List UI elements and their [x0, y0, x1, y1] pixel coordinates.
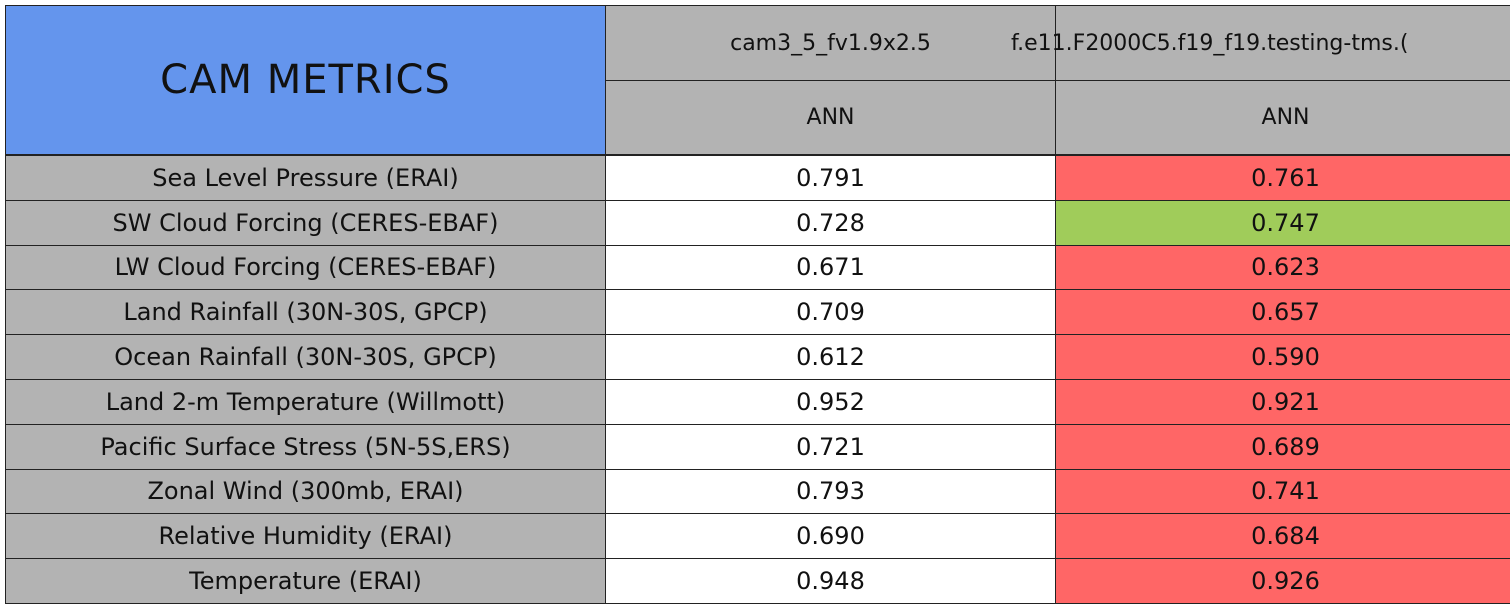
- metric-value: 0.657: [1055, 289, 1510, 336]
- row-label: Sea Level Pressure (ERAI): [5, 155, 606, 201]
- cell-text: LW Cloud Forcing (CERES-EBAF): [114, 253, 497, 282]
- row-label: Land 2-m Temperature (Willmott): [5, 379, 606, 425]
- cell-text: Relative Humidity (ERAI): [158, 522, 453, 551]
- metric-value: 0.709: [605, 289, 1056, 336]
- cell-text: f.e11.F2000C5.f19_f19.testing-tms.(: [1011, 30, 1409, 56]
- cell-text: 0.948: [796, 567, 865, 596]
- cell-text: 0.741: [1251, 477, 1320, 506]
- metric-value: 0.926: [1055, 558, 1510, 604]
- metric-value: 0.948: [605, 558, 1056, 604]
- cell-text: Pacific Surface Stress (5N-5S,ERS): [100, 432, 511, 461]
- cell-text: 0.657: [1251, 298, 1320, 327]
- column-season: ANN: [605, 80, 1056, 155]
- cell-text: 0.952: [796, 387, 865, 416]
- cell-text: 0.684: [1251, 522, 1320, 551]
- column-name: f.e11.F2000C5.f19_f19.testing-tms.(: [1011, 5, 1510, 81]
- cell-text: Sea Level Pressure (ERAI): [152, 163, 459, 192]
- cell-text: ANN: [806, 105, 855, 130]
- metric-value: 0.612: [605, 334, 1056, 380]
- cell-text: 0.921: [1251, 387, 1320, 416]
- cell-text: 0.791: [796, 163, 865, 192]
- metric-value: 0.791: [605, 155, 1056, 201]
- metric-value: 0.761: [1055, 155, 1510, 201]
- cell-text: CAM METRICS: [160, 57, 451, 103]
- cell-text: 0.623: [1251, 253, 1320, 282]
- cell-text: 0.721: [796, 432, 865, 461]
- metric-value: 0.623: [1055, 244, 1510, 291]
- cell-text: SW Cloud Forcing (CERES-EBAF): [112, 208, 499, 237]
- metric-value: 0.747: [1055, 199, 1510, 246]
- cell-text: 0.590: [1251, 343, 1320, 372]
- metric-value: 0.684: [1055, 513, 1510, 560]
- row-label: Zonal Wind (300mb, ERAI): [5, 468, 606, 515]
- metric-value: 0.728: [605, 199, 1056, 246]
- cell-text: 0.926: [1251, 567, 1320, 596]
- row-label: Land Rainfall (30N-30S, GPCP): [5, 289, 606, 336]
- row-label: Temperature (ERAI): [5, 558, 606, 604]
- cell-text: 0.747: [1251, 208, 1320, 237]
- row-label: Ocean Rainfall (30N-30S, GPCP): [5, 334, 606, 380]
- metric-value: 0.793: [605, 468, 1056, 515]
- cell-text: 0.728: [796, 208, 865, 237]
- cell-text: Land 2-m Temperature (Willmott): [105, 387, 506, 416]
- cell-text: ANN: [1261, 105, 1310, 130]
- cell-text: 0.761: [1251, 163, 1320, 192]
- cell-text: Ocean Rainfall (30N-30S, GPCP): [114, 343, 497, 372]
- cell-text: 0.612: [796, 343, 865, 372]
- metric-value: 0.952: [605, 379, 1056, 425]
- cell-text: 0.689: [1251, 432, 1320, 461]
- metric-value: 0.671: [605, 244, 1056, 291]
- metric-value: 0.689: [1055, 423, 1510, 470]
- row-label: Pacific Surface Stress (5N-5S,ERS): [5, 423, 606, 470]
- cell-text: Temperature (ERAI): [189, 567, 422, 596]
- metric-value: 0.921: [1055, 379, 1510, 425]
- row-label: Relative Humidity (ERAI): [5, 513, 606, 560]
- metric-value: 0.690: [605, 513, 1056, 560]
- cell-text: 0.793: [796, 477, 865, 506]
- cell-text: Zonal Wind (300mb, ERAI): [147, 477, 464, 506]
- metric-value: 0.590: [1055, 334, 1510, 380]
- cell-text: cam3_5_fv1.9x2.5: [730, 30, 931, 56]
- column-season: ANN: [1055, 80, 1510, 155]
- title-cell: CAM METRICS: [5, 5, 606, 155]
- metric-value: 0.721: [605, 423, 1056, 470]
- metric-value: 0.741: [1055, 468, 1510, 515]
- row-label: SW Cloud Forcing (CERES-EBAF): [5, 199, 606, 246]
- cell-text: 0.671: [796, 253, 865, 282]
- column-name: cam3_5_fv1.9x2.5: [605, 5, 1056, 81]
- row-label: LW Cloud Forcing (CERES-EBAF): [5, 244, 606, 291]
- cell-text: 0.709: [796, 298, 865, 327]
- cell-text: Land Rainfall (30N-30S, GPCP): [123, 298, 488, 327]
- cell-text: 0.690: [796, 522, 865, 551]
